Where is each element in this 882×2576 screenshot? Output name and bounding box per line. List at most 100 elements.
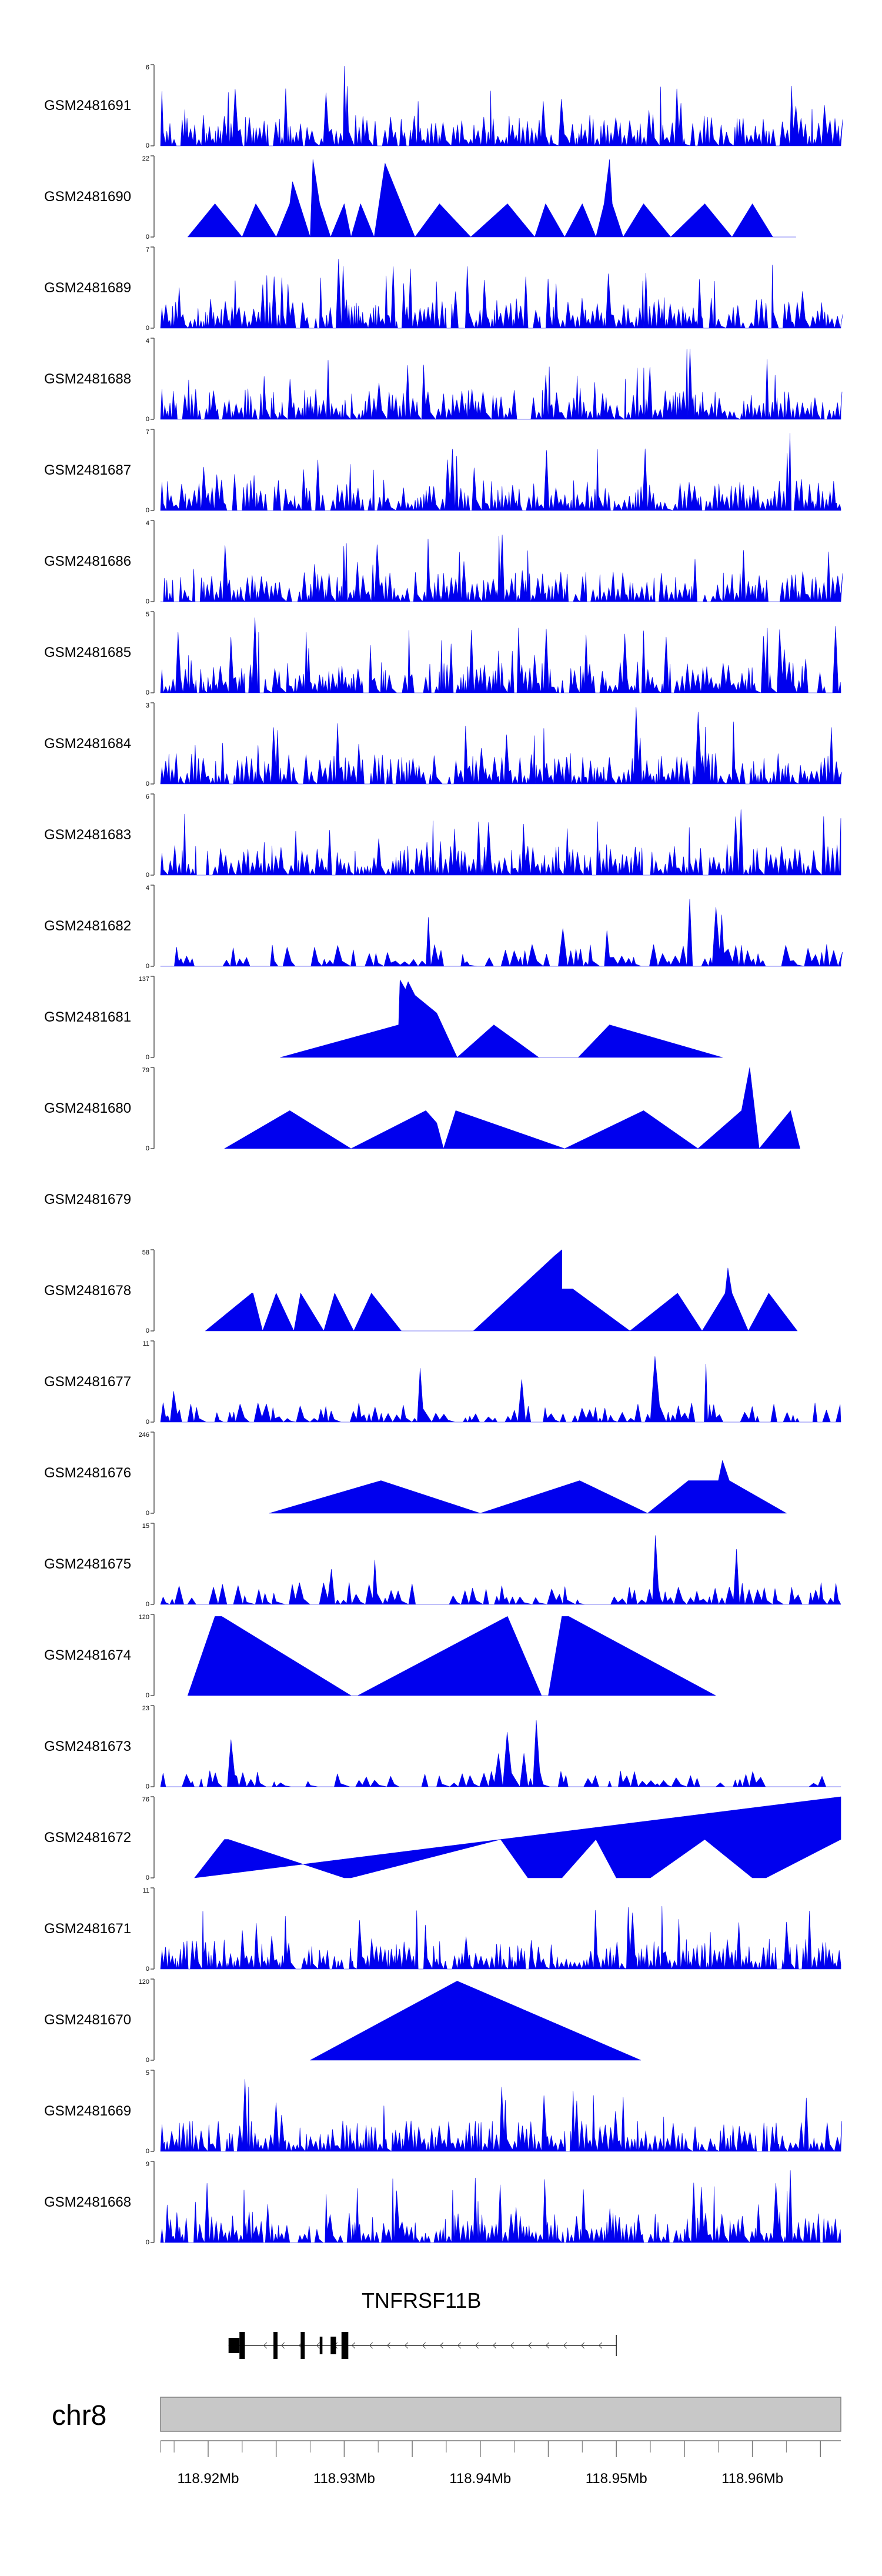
y-max-label: 11 xyxy=(143,1887,149,1894)
y-max-label: 4 xyxy=(146,885,149,892)
gene-exon xyxy=(330,2337,336,2354)
y-zero-label: 0 xyxy=(146,416,149,423)
track-label: GSM2481671 xyxy=(44,1921,131,1937)
y-zero-label: 0 xyxy=(146,963,149,970)
y-zero-label: 0 xyxy=(146,142,149,149)
track-label: GSM2481688 xyxy=(44,371,131,387)
strand-arrow xyxy=(545,2342,550,2349)
track-label: GSM2481686 xyxy=(44,553,131,569)
gene-exon xyxy=(300,2332,305,2359)
track-GSM2481681: GSM2481681 137 0 xyxy=(44,976,723,1061)
track-GSM2481690: GSM2481690 22 0 xyxy=(44,155,796,241)
track-GSM2481688: GSM2481688 4 0 xyxy=(44,338,843,423)
strand-arrow xyxy=(457,2342,462,2349)
y-max-label: 3 xyxy=(146,702,149,709)
track-label: GSM2481685 xyxy=(44,645,131,660)
y-max-label: 6 xyxy=(146,793,149,800)
coverage-area xyxy=(160,433,841,511)
y-zero-label: 0 xyxy=(146,2057,149,2064)
y-max-label: 7 xyxy=(146,429,149,436)
track-label: GSM2481680 xyxy=(44,1100,131,1116)
gene-exon xyxy=(319,2337,323,2354)
track-label: GSM2481670 xyxy=(44,2012,131,2028)
track-label: GSM2481679 xyxy=(44,1192,131,1207)
coverage-area xyxy=(160,66,843,146)
strand-arrow xyxy=(598,2342,603,2349)
track-GSM2481674: GSM2481674 120 0 xyxy=(44,1614,716,1699)
y-zero-label: 0 xyxy=(146,689,149,696)
y-max-label: 79 xyxy=(142,1067,149,1074)
track-label: GSM2481669 xyxy=(44,2103,131,2119)
track-label: GSM2481684 xyxy=(44,736,131,752)
track-GSM2481676: GSM2481676 246 0 xyxy=(44,1432,787,1517)
track-label: GSM2481689 xyxy=(44,280,131,296)
y-zero-label: 0 xyxy=(146,1966,149,1973)
y-max-label: 5 xyxy=(146,611,149,618)
y-zero-label: 0 xyxy=(146,2239,149,2246)
y-max-label: 9 xyxy=(146,2161,149,2168)
x-tick-label: 118.96Mb xyxy=(721,2471,783,2487)
track-GSM2481670: GSM2481670 120 0 xyxy=(44,1978,642,2064)
y-max-label: 120 xyxy=(139,1614,149,1621)
y-max-label: 22 xyxy=(142,155,149,162)
coverage-area xyxy=(160,2079,843,2152)
x-tick-label: 118.93Mb xyxy=(313,2471,375,2487)
y-zero-label: 0 xyxy=(146,1510,149,1517)
track-GSM2481686: GSM2481686 4 0 xyxy=(44,520,843,605)
track-label: GSM2481673 xyxy=(44,1739,131,1754)
strand-arrow xyxy=(475,2342,479,2349)
strand-arrow xyxy=(580,2342,585,2349)
coverage-area xyxy=(160,348,843,420)
y-max-label: 76 xyxy=(142,1796,149,1803)
strand-arrow xyxy=(439,2342,444,2349)
track-label: GSM2481682 xyxy=(44,918,131,934)
x-tick-label: 118.95Mb xyxy=(586,2471,647,2487)
coverage-area xyxy=(224,1067,800,1149)
track-GSM2481684: GSM2481684 3 0 xyxy=(44,702,842,788)
strand-arrow xyxy=(263,2342,268,2349)
coverage-area xyxy=(160,1720,841,1787)
track-label: GSM2481687 xyxy=(44,462,131,478)
track-GSM2481673: GSM2481673 23 0 xyxy=(44,1705,841,1790)
y-max-label: 23 xyxy=(142,1705,149,1712)
strand-arrow xyxy=(369,2342,373,2349)
y-zero-label: 0 xyxy=(146,2148,149,2155)
coverage-area xyxy=(205,1249,798,1332)
gene-model: TNFRSF11B xyxy=(228,2288,617,2359)
track-label: GSM2481668 xyxy=(44,2194,131,2210)
track-GSM2481683: GSM2481683 6 0 xyxy=(44,793,841,879)
x-tick-label: 118.94Mb xyxy=(449,2471,511,2487)
strand-arrow xyxy=(280,2342,285,2349)
strand-arrow xyxy=(527,2342,532,2349)
track-GSM2481672: GSM2481672 76 0 xyxy=(44,1796,841,1881)
x-tick-label: 118.92Mb xyxy=(178,2471,239,2487)
coverage-area xyxy=(310,1981,642,2061)
coverage-area xyxy=(194,1796,841,1878)
chromosome-ideogram xyxy=(160,2397,841,2432)
track-GSM2481687: GSM2481687 7 0 xyxy=(44,429,841,514)
y-max-label: 120 xyxy=(139,1978,149,1986)
strand-arrow xyxy=(316,2342,320,2349)
y-zero-label: 0 xyxy=(146,1327,149,1334)
genome-axis: chr8 118.92Mb 118.93Mb 118.94Mb 118.95Mb 118.… xyxy=(52,2397,841,2487)
y-max-label: 4 xyxy=(146,338,149,345)
y-zero-label: 0 xyxy=(146,1601,149,1608)
y-max-label: 15 xyxy=(142,1523,149,1530)
strand-arrow xyxy=(351,2342,356,2349)
y-zero-label: 0 xyxy=(146,1419,149,1426)
gene-exon xyxy=(239,2332,245,2359)
track-label: GSM2481690 xyxy=(44,189,131,205)
y-zero-label: 0 xyxy=(146,325,149,332)
y-zero-label: 0 xyxy=(146,507,149,514)
coverage-area xyxy=(269,1460,787,1514)
y-max-label: 7 xyxy=(146,246,149,253)
y-max-label: 246 xyxy=(139,1432,149,1439)
track-label: GSM2481681 xyxy=(44,1009,131,1025)
gene-label: TNFRSF11B xyxy=(362,2288,481,2313)
coverage-area xyxy=(160,535,843,602)
track-GSM2481679: GSM2481679 xyxy=(44,1192,131,1207)
coverage-area xyxy=(188,159,796,238)
track-label: GSM2481672 xyxy=(44,1830,131,1846)
strand-arrow xyxy=(422,2342,426,2349)
